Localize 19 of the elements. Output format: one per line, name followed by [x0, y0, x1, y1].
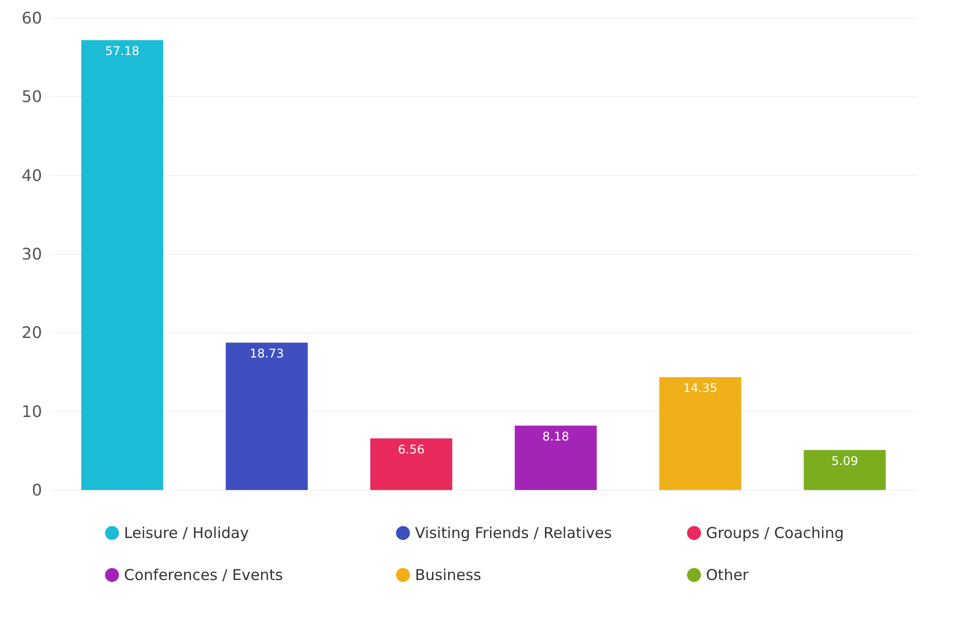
data-label: 8.18 — [542, 430, 570, 444]
y-tick-label: 40 — [22, 166, 42, 185]
data-label: 5.09 — [831, 454, 858, 468]
y-tick-label: 60 — [22, 8, 42, 28]
legend-label: Business — [415, 566, 482, 584]
data-label: 18.73 — [250, 346, 284, 361]
y-tick-label: 20 — [22, 323, 42, 342]
data-label: 14.35 — [683, 381, 718, 396]
legend-label: Other — [706, 566, 750, 584]
legend-label: Groups / Coaching — [706, 524, 844, 542]
y-tick-label: 10 — [22, 402, 42, 421]
legend-label: Leisure / Holiday — [124, 524, 249, 542]
legend-label: Conferences / Events — [124, 566, 284, 584]
data-label: 57.18 — [105, 44, 140, 58]
y-tick-label: 50 — [22, 87, 42, 106]
y-tick-label: 30 — [22, 244, 42, 264]
data-label: 6.56 — [398, 442, 425, 456]
y-tick-label: 0 — [32, 480, 42, 500]
legend-label: Visiting Friends / Relatives — [415, 524, 612, 542]
